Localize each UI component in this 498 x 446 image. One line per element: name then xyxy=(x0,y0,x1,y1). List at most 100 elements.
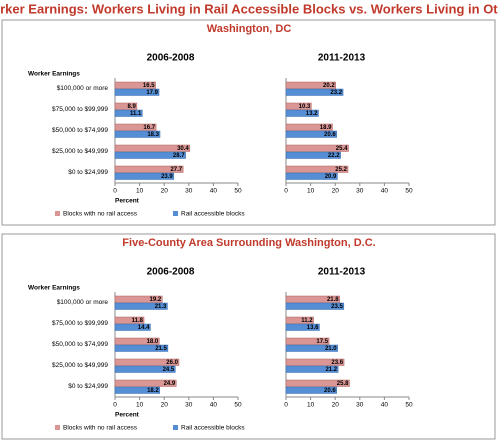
value-label: 30.4 xyxy=(177,146,189,152)
x-tick-label: 40 xyxy=(210,188,218,195)
value-label: 21.2 xyxy=(325,367,337,373)
value-label: 20.6 xyxy=(324,132,336,138)
bar xyxy=(285,344,338,352)
x-tick-label: 30 xyxy=(356,188,364,195)
value-label: 18.0 xyxy=(147,339,159,345)
x-tick-label: 0 xyxy=(113,188,117,195)
bar xyxy=(285,316,314,324)
bar xyxy=(285,88,344,96)
x-tick-label: 50 xyxy=(405,188,413,195)
bar xyxy=(114,172,175,180)
x-tick-label: 30 xyxy=(185,188,193,195)
x-axis-title: Percent xyxy=(115,198,140,205)
bar xyxy=(114,102,138,110)
bar xyxy=(114,295,163,303)
bar xyxy=(285,302,345,310)
value-label: 23.5 xyxy=(331,304,343,310)
value-label: 21.3 xyxy=(155,304,167,310)
x-tick-label: 0 xyxy=(113,402,117,409)
x-tick-label: 20 xyxy=(332,188,340,195)
value-label: 23.9 xyxy=(161,174,173,180)
section-frame xyxy=(1,233,496,440)
bar xyxy=(285,365,339,373)
legend-label: Blocks with no rail access xyxy=(63,425,138,432)
bar xyxy=(285,144,349,152)
value-label: 16.7 xyxy=(143,125,155,131)
x-tick-label: 30 xyxy=(356,402,364,409)
bar xyxy=(114,358,180,366)
x-tick-label: 50 xyxy=(234,188,242,195)
bar xyxy=(114,130,161,138)
x-tick-label: 50 xyxy=(234,402,242,409)
value-label: 19.2 xyxy=(150,297,162,303)
bar xyxy=(114,365,176,373)
bar xyxy=(285,151,341,159)
category-label: $75,000 to $99,999 xyxy=(52,320,108,327)
section-frame xyxy=(1,19,496,226)
bar xyxy=(114,88,160,96)
x-tick-label: 20 xyxy=(161,402,169,409)
value-label: 20.9 xyxy=(325,174,337,180)
value-label: 10.3 xyxy=(299,104,311,110)
bar xyxy=(114,165,184,173)
y-axis-title: Worker Earnings xyxy=(28,285,80,292)
bar xyxy=(285,123,333,131)
value-label: 26.0 xyxy=(166,360,178,366)
value-label: 11.1 xyxy=(130,111,142,117)
bar xyxy=(114,379,177,387)
value-label: 23.6 xyxy=(331,360,343,366)
value-label: 21.0 xyxy=(325,346,337,352)
value-label: 21.5 xyxy=(155,346,167,352)
x-tick-label: 10 xyxy=(136,402,144,409)
value-label: 24.9 xyxy=(164,381,176,387)
category-label: $25,000 to $49,999 xyxy=(52,362,108,369)
bar xyxy=(285,379,350,387)
legend-label: Rail accessible blocks xyxy=(181,211,245,218)
bar xyxy=(285,358,345,366)
x-tick-label: 10 xyxy=(307,188,315,195)
panel-title: 2011-2013 xyxy=(318,53,366,64)
x-tick-label: 30 xyxy=(185,402,193,409)
y-axis-title: Worker Earnings xyxy=(28,71,80,78)
x-tick-label: 40 xyxy=(381,188,389,195)
value-label: 23.2 xyxy=(330,90,342,96)
category-label: $50,000 to $74,999 xyxy=(52,127,108,134)
legend-label: Rail accessible blocks xyxy=(181,425,245,432)
value-label: 18.9 xyxy=(320,125,332,131)
category-label: $100,000 or more xyxy=(57,85,109,92)
x-tick-label: 20 xyxy=(161,188,169,195)
bar xyxy=(285,386,337,394)
panel-title: 2011-2013 xyxy=(318,267,366,278)
legend-swatch xyxy=(55,211,60,216)
value-label: 11.2 xyxy=(301,318,313,324)
value-label: 8.9 xyxy=(128,104,137,110)
value-label: 21.8 xyxy=(327,297,339,303)
bar xyxy=(285,295,340,303)
x-tick-label: 50 xyxy=(405,402,413,409)
panel-title: 2006-2008 xyxy=(147,267,195,278)
category-label: $25,000 to $49,999 xyxy=(52,148,108,155)
legend-label: Blocks with no rail access xyxy=(63,211,138,218)
bar xyxy=(114,386,161,394)
legend-swatch xyxy=(173,211,178,216)
bar xyxy=(285,172,338,180)
bar xyxy=(114,302,168,310)
value-label: 13.2 xyxy=(306,111,318,117)
category-label: $100,000 or more xyxy=(57,299,109,306)
value-label: 25.4 xyxy=(336,146,348,152)
bar xyxy=(285,109,319,117)
category-label: $50,000 to $74,999 xyxy=(52,341,108,348)
x-tick-label: 10 xyxy=(307,402,315,409)
value-label: 17.9 xyxy=(146,90,158,96)
bar xyxy=(114,109,143,117)
value-label: 28.7 xyxy=(173,153,185,159)
panel-title: 2006-2008 xyxy=(147,53,195,64)
bar xyxy=(114,344,169,352)
bar xyxy=(285,323,320,331)
category-label: $75,000 to $99,999 xyxy=(52,106,108,113)
value-label: 18.3 xyxy=(147,132,159,138)
section-title: Five-County Area Surrounding Washington,… xyxy=(122,237,375,249)
bar xyxy=(285,81,336,89)
value-label: 25.2 xyxy=(335,167,347,173)
